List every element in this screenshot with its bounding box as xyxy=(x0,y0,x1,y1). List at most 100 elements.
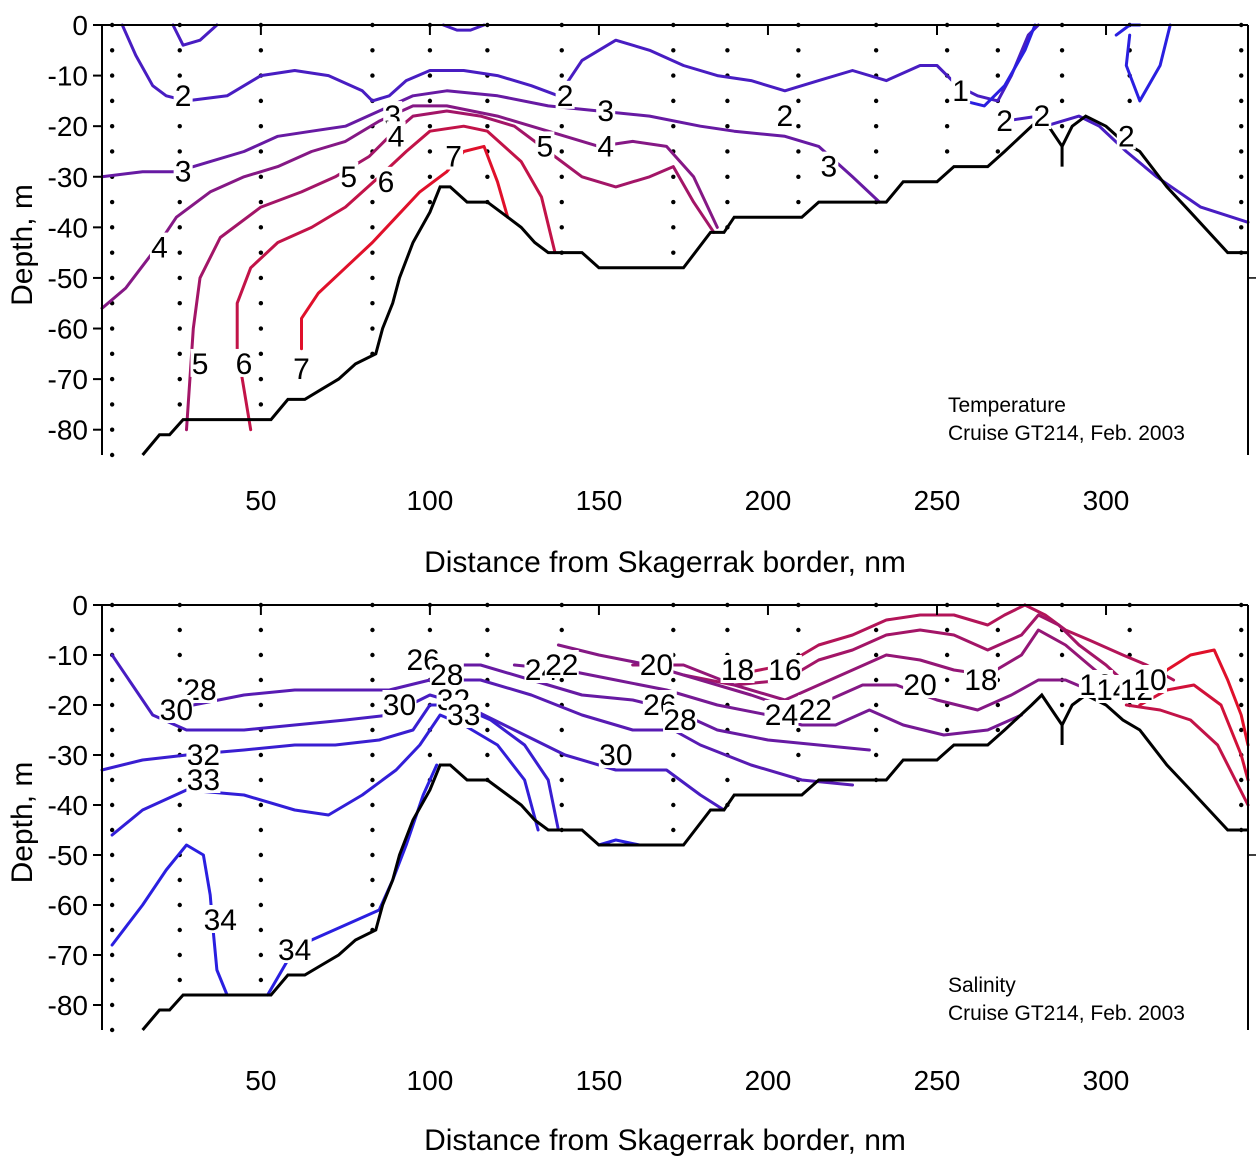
station-dot xyxy=(1239,98,1244,104)
contour-1 xyxy=(1124,23,1172,103)
contour-label-halo xyxy=(767,655,802,683)
contour-34 xyxy=(110,843,229,997)
station-dot xyxy=(1239,199,1244,205)
station-dot xyxy=(370,677,375,683)
contour-label-halo xyxy=(639,650,674,678)
station-dot xyxy=(559,802,564,808)
station-dot xyxy=(258,174,264,179)
station-dot xyxy=(1059,702,1065,708)
station-dot xyxy=(109,702,115,708)
contour-label-halo xyxy=(555,80,575,109)
station-dot xyxy=(258,702,264,708)
station-dot xyxy=(559,627,564,633)
contour-label-halo xyxy=(376,166,396,195)
station-dot xyxy=(177,73,182,78)
station-dot xyxy=(995,149,1001,154)
station-dot xyxy=(109,73,115,78)
station-dot xyxy=(258,149,264,154)
x-tick-label: 150 xyxy=(576,1065,623,1096)
contour-label: 6 xyxy=(378,166,395,199)
station-dot xyxy=(725,174,730,179)
contour-label-halo xyxy=(186,740,221,768)
y-tick-label: -60 xyxy=(48,890,88,921)
station-dot xyxy=(427,98,433,104)
bottom-profile xyxy=(141,113,1248,456)
contour-label: 24 xyxy=(765,699,798,732)
y-tick-label: 0 xyxy=(72,590,88,621)
station-dot xyxy=(796,123,801,129)
contour-label-halo xyxy=(149,232,169,261)
station-dot xyxy=(671,48,676,53)
station-dot xyxy=(177,250,182,255)
station-dot xyxy=(370,48,375,53)
y-tick-label: -80 xyxy=(48,415,88,446)
contour-label: 30 xyxy=(160,694,193,727)
contour-label-halo xyxy=(444,141,464,170)
station-dot xyxy=(370,752,375,758)
contour-label: 1 xyxy=(952,75,969,108)
station-dot xyxy=(109,123,115,129)
station-dot xyxy=(177,802,182,808)
station-dot xyxy=(671,627,676,633)
station-dot xyxy=(559,225,564,230)
station-dot xyxy=(1239,73,1244,78)
contour-label: 5 xyxy=(192,348,209,381)
contour-label-halo xyxy=(720,655,755,683)
station-dot xyxy=(109,677,115,683)
station-dot xyxy=(370,225,375,230)
panel-cruise-note: Cruise GT214, Feb. 2003 xyxy=(948,422,1185,445)
station-dot xyxy=(258,98,264,104)
station-dot xyxy=(671,777,676,783)
contour-label-halo xyxy=(277,935,312,963)
x-tick-label: 200 xyxy=(745,1065,792,1096)
contour-1 xyxy=(1114,23,1142,37)
station-dot xyxy=(873,149,879,154)
x-tick-label: 50 xyxy=(245,1065,276,1096)
station-dots xyxy=(109,602,1244,1033)
contour-label-halo xyxy=(798,695,833,723)
station-dot xyxy=(177,777,182,783)
station-dot xyxy=(177,402,182,407)
station-dot xyxy=(258,977,264,983)
station-dot xyxy=(370,326,375,331)
contour-28 xyxy=(191,678,854,787)
station-dot xyxy=(995,73,1001,78)
station-dot xyxy=(258,250,264,255)
station-dot xyxy=(944,149,950,154)
station-dot xyxy=(258,275,264,281)
station-dot xyxy=(177,977,182,983)
contour-label: 34 xyxy=(278,934,311,967)
contour-label: 3 xyxy=(175,156,192,189)
station-dot xyxy=(109,48,115,53)
station-dot xyxy=(370,852,375,858)
station-dot xyxy=(1239,802,1244,808)
station-dot xyxy=(109,199,115,205)
x-tick-label: 200 xyxy=(745,485,792,516)
y-axis-title: Depth, m xyxy=(6,762,39,884)
contour-label-halo xyxy=(291,354,311,382)
station-dot xyxy=(873,652,879,658)
station-dot xyxy=(258,376,264,382)
contour-label-halo xyxy=(190,348,210,377)
contour-label: 10 xyxy=(1133,664,1166,697)
station-dot xyxy=(258,852,264,858)
x-tick-label: 100 xyxy=(407,485,454,516)
station-dot xyxy=(944,123,950,129)
contour-label: 22 xyxy=(545,649,578,682)
contour-label: 16 xyxy=(768,654,801,687)
contour-label: 2 xyxy=(557,80,574,113)
station-dot xyxy=(796,48,801,53)
x-tick-label: 50 xyxy=(245,485,276,516)
station-dot xyxy=(944,652,950,658)
y-tick-label: -80 xyxy=(48,990,88,1021)
station-dot xyxy=(725,123,730,129)
contour-label-halo xyxy=(159,695,194,723)
station-dot xyxy=(109,827,115,833)
station-dot xyxy=(177,927,182,933)
station-dot xyxy=(944,98,950,104)
station-dot xyxy=(109,877,115,883)
contour-label: 4 xyxy=(597,130,614,163)
station-dot xyxy=(485,98,490,104)
station-dot xyxy=(258,627,264,633)
